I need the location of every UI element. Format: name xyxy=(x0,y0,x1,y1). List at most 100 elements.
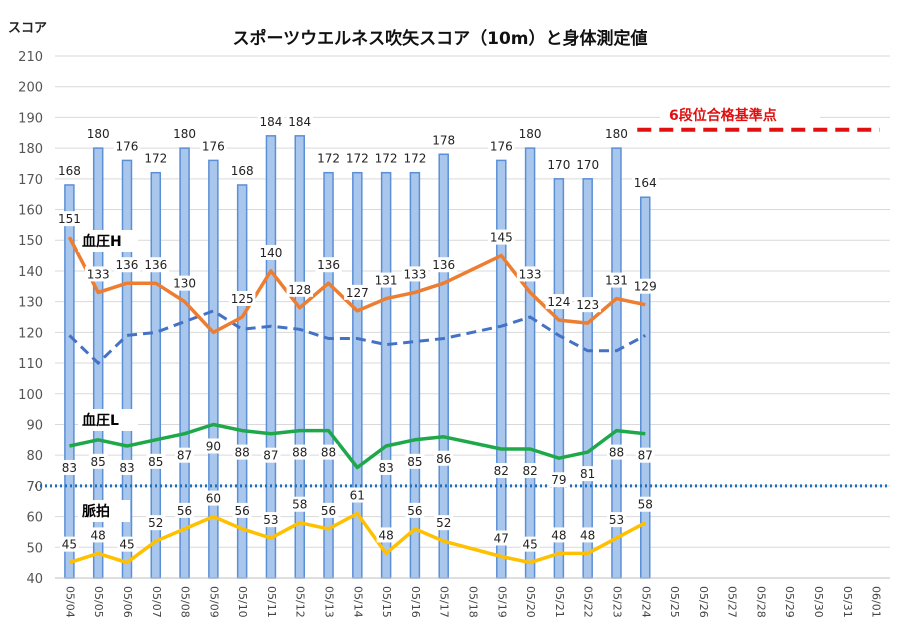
bp-low-label: 82 xyxy=(494,464,509,478)
goal-group: 6段位合格基準点 xyxy=(660,104,820,126)
score-label-bg xyxy=(603,126,630,142)
bp-high-label: 136 xyxy=(432,258,455,272)
x-tick-label: 05/19 xyxy=(495,586,508,618)
pulse-label-bg xyxy=(290,496,310,512)
score-label: 170 xyxy=(547,158,570,172)
score-bars xyxy=(64,135,651,579)
y-tick-label: 200 xyxy=(18,81,43,96)
bp-low-label-bg xyxy=(146,453,166,469)
bp-low-label: 88 xyxy=(235,446,250,460)
x-tick-label: 05/13 xyxy=(323,586,336,618)
bp-low-label-bg xyxy=(232,444,252,460)
bp-low-label-bg xyxy=(88,453,108,469)
pulse-label-bg xyxy=(606,512,626,528)
pulse-series-label: 脈拍 xyxy=(82,503,110,520)
x-tick-label: 05/17 xyxy=(438,586,451,618)
score-label-bg xyxy=(286,113,313,129)
bp-low-label: 87 xyxy=(638,449,653,463)
x-tick-label: 05/06 xyxy=(121,586,134,618)
bp-low-label-bg xyxy=(261,447,281,463)
pulse-label-bg xyxy=(146,515,166,531)
score-label-bg xyxy=(574,156,601,172)
score-label: 180 xyxy=(519,127,542,141)
bp-high-label-bg xyxy=(315,257,342,273)
bp-high-label: 133 xyxy=(519,267,542,281)
bp-high-label-bg xyxy=(574,297,601,313)
pulse-label-bg xyxy=(232,502,252,518)
pulse-label: 45 xyxy=(62,538,77,552)
bp-low-label-bg xyxy=(290,444,310,460)
pulse-label-bg xyxy=(491,530,511,546)
data-labels: 168 180 176 172 180 176 168 184 184 172 172 172 172 1… xyxy=(56,113,659,552)
bp-low-label-bg xyxy=(59,459,79,475)
x-tick-label: 05/23 xyxy=(610,586,623,618)
bp-low-label: 87 xyxy=(263,449,278,463)
x-tick-label: 05/31 xyxy=(841,586,854,618)
bp-low-label: 85 xyxy=(407,455,422,469)
bp-high-label-bg xyxy=(344,284,371,300)
bp-low-label-bg xyxy=(376,459,396,475)
x-tick-label: 05/10 xyxy=(236,586,249,618)
pulse-label: 45 xyxy=(522,538,537,552)
score-label-bg xyxy=(401,150,429,166)
bp-low-label-bg xyxy=(405,453,425,469)
bp-low-label: 83 xyxy=(378,461,393,475)
x-tick-label: 05/18 xyxy=(467,586,480,618)
score-label-bg xyxy=(228,162,256,178)
score-label: 184 xyxy=(288,115,311,129)
score-label: 170 xyxy=(576,158,599,172)
pulse-label: 48 xyxy=(91,528,106,542)
bp-low-line xyxy=(69,422,646,470)
pulse-label: 52 xyxy=(436,516,451,530)
bp-high-label-bg xyxy=(545,294,573,310)
score-bar xyxy=(496,159,507,579)
bp-low-label: 88 xyxy=(321,446,336,460)
y-tick-label: 130 xyxy=(18,296,43,311)
pulse-label-bg xyxy=(347,487,367,503)
pulse-label-bg xyxy=(434,515,454,531)
score-label-bg xyxy=(488,138,515,154)
x-tick-label: 05/25 xyxy=(668,586,681,618)
bp-high-label: 136 xyxy=(116,258,139,272)
y-tick-label: 160 xyxy=(18,204,43,219)
y-tick-label: 80 xyxy=(26,449,43,464)
pulse-label: 58 xyxy=(292,498,307,512)
score-label-bg xyxy=(545,156,573,172)
score-label: 164 xyxy=(634,176,657,190)
x-tick-label: 05/16 xyxy=(409,586,422,618)
pulse-label-bg xyxy=(376,527,396,543)
bp-high-label-bg xyxy=(430,257,457,273)
score-label-bg xyxy=(430,132,457,148)
score-label-bg xyxy=(84,126,112,142)
bp-high-label: 124 xyxy=(547,295,570,309)
bp-high-line xyxy=(67,236,646,335)
pulse-label: 60 xyxy=(206,492,221,506)
bp-high-label-bg xyxy=(84,266,112,282)
y-tick-label: 100 xyxy=(18,388,43,403)
bp-low-label: 86 xyxy=(436,452,451,466)
bp-high-label: 151 xyxy=(58,212,81,226)
score-label: 172 xyxy=(346,152,369,166)
score-label-bg xyxy=(171,126,198,142)
score-bar xyxy=(640,196,651,579)
bp-low-label-bg xyxy=(520,463,540,479)
bp-low-label-box xyxy=(78,409,138,431)
x-tick-label: 05/05 xyxy=(92,586,105,618)
bp-high-label-bg xyxy=(632,278,659,294)
score-label-bg xyxy=(344,150,371,166)
bp-low-label-bg xyxy=(117,459,137,475)
score-label: 184 xyxy=(259,115,282,129)
bp-high-label: 145 xyxy=(490,231,513,245)
axes: 4050607080901001101201301401501601701801… xyxy=(18,50,890,618)
goal-label: 6段位合格基準点 xyxy=(669,107,777,124)
bp-high-label-bg xyxy=(56,211,83,227)
bp-low-label-bg xyxy=(578,466,598,482)
bp-high-label: 129 xyxy=(634,280,657,294)
score-label: 172 xyxy=(403,152,426,166)
pulse-label: 61 xyxy=(350,489,365,503)
y-tick-label: 170 xyxy=(18,173,43,188)
score-label: 180 xyxy=(87,127,110,141)
bp-high-label-bg xyxy=(488,229,515,245)
grid xyxy=(55,55,890,579)
y-tick-label: 140 xyxy=(18,265,43,280)
